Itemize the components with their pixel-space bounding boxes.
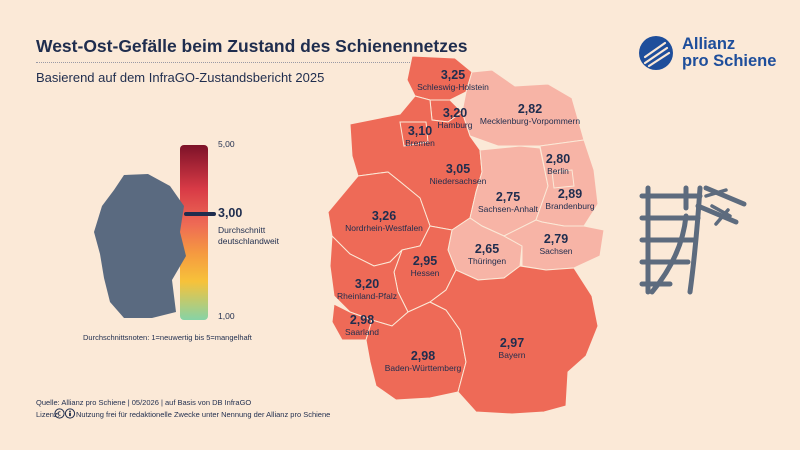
region-value: 3,20 <box>354 277 380 291</box>
scale-average-value: 3,00 <box>218 206 243 220</box>
scale-min-label: 1,00 <box>218 311 235 321</box>
region-name: Bayern <box>498 350 526 360</box>
region-label-thueringen: 2,65 Thüringen <box>467 242 507 267</box>
region-value: 2,82 <box>517 102 543 116</box>
region-name: Rheinland-Pfalz <box>336 291 398 301</box>
allianz-pro-schiene-logo <box>639 36 673 70</box>
region-label-nordrhein-westfalen: 3,26 Nordrhein-Westfalen <box>345 209 423 234</box>
region-label-hamburg: 3,20 Hamburg <box>437 106 473 131</box>
scale-note: Durchschnittsnoten: 1=neuwertig bis 5=ma… <box>83 333 252 342</box>
region-name: Sachsen-Anhalt <box>477 204 539 214</box>
region-label-mecklenburg-vorpommern: 2,82 Mecklenburg-Vorpommern <box>479 102 581 127</box>
scale-max-label: 5,00 <box>218 139 235 149</box>
region-value: 2,75 <box>495 190 521 204</box>
region-name: Sachsen <box>539 246 573 256</box>
region-value: 3,25 <box>440 68 466 82</box>
region-label-sachsen-anhalt: 2,75 Sachsen-Anhalt <box>477 190 539 215</box>
region-label-saarland: 2,98 Saarland <box>344 313 380 338</box>
region-label-rheinland-pfalz: 3,20 Rheinland-Pfalz <box>336 277 398 302</box>
region-name: Saarland <box>344 327 380 337</box>
region-name: Thüringen <box>467 256 507 266</box>
logo-line-2: pro Schiene <box>682 52 777 70</box>
region-name: Schleswig-Holstein <box>417 82 489 92</box>
region-name: Nordrhein-Westfalen <box>345 223 423 233</box>
region-value: 3,10 <box>407 124 433 138</box>
page-subtitle: Basierend auf dem InfraGO-Zustandsberich… <box>36 70 325 85</box>
region-value: 2,95 <box>412 254 438 268</box>
region-name: Berlin <box>547 166 569 176</box>
region-value: 2,97 <box>499 336 525 350</box>
logo-line-1: Allianz <box>682 35 736 53</box>
region-berlin <box>551 169 575 189</box>
region-value: 2,89 <box>557 187 583 201</box>
region-label-berlin: 2,80 Berlin <box>545 152 571 177</box>
railway-switch-icon <box>639 185 747 295</box>
region-name: Hamburg <box>437 120 473 130</box>
region-name: Hessen <box>410 268 440 278</box>
region-label-brandenburg: 2,89 Brandenburg <box>545 187 595 212</box>
region-label-hessen: 2,95 Hessen <box>410 254 440 279</box>
region-value: 2,79 <box>543 232 569 246</box>
scale-gradient-bar <box>180 145 208 320</box>
scale-average-label-line2: deutschlandweit <box>218 236 279 246</box>
region-value: 2,80 <box>545 152 571 166</box>
logo-text: Allianz pro Schiene <box>682 36 776 70</box>
region-name: Mecklenburg-Vorpommern <box>479 116 581 126</box>
region-name: Bremen <box>405 138 435 148</box>
region-value: 3,20 <box>442 106 468 120</box>
region-sachsen <box>502 219 605 271</box>
source-text: Quelle: Allianz pro Schiene | 05/2026 | … <box>36 398 252 407</box>
region-value: 3,26 <box>371 209 397 223</box>
scale-average-label-line1: Durchschnitt <box>218 225 266 235</box>
region-name: Brandenburg <box>545 201 595 211</box>
title-divider <box>36 62 428 63</box>
region-rheinland-pfalz <box>329 234 409 327</box>
license-text: Nutzung frei für redaktionelle Zwecke un… <box>76 410 331 419</box>
region-bremen <box>399 121 429 147</box>
region-value: 3,05 <box>445 162 471 176</box>
region-label-sachsen: 2,79 Sachsen <box>539 232 573 257</box>
region-name: Baden-Württemberg <box>384 363 462 373</box>
license-label: Lizenz: <box>36 410 60 419</box>
region-value: 2,65 <box>474 242 500 256</box>
creative-commons-icon <box>54 408 76 419</box>
region-bayern <box>429 265 599 415</box>
region-label-schleswig-holstein: 3,25 Schleswig-Holstein <box>417 68 489 93</box>
region-label-bremen: 3,10 Bremen <box>405 124 435 149</box>
region-label-baden-wuerttemberg: 2,98 Baden-Württemberg <box>384 349 462 374</box>
page-title: West-Ost-Gefälle beim Zustand des Schien… <box>36 36 468 56</box>
region-value: 2,98 <box>349 313 375 327</box>
region-label-niedersachsen: 3,05 Niedersachsen <box>429 162 487 187</box>
region-label-bayern: 2,97 Bayern <box>498 336 526 361</box>
region-name: Niedersachsen <box>429 176 487 186</box>
inset-germany-map <box>94 174 186 318</box>
region-value: 2,98 <box>410 349 436 363</box>
